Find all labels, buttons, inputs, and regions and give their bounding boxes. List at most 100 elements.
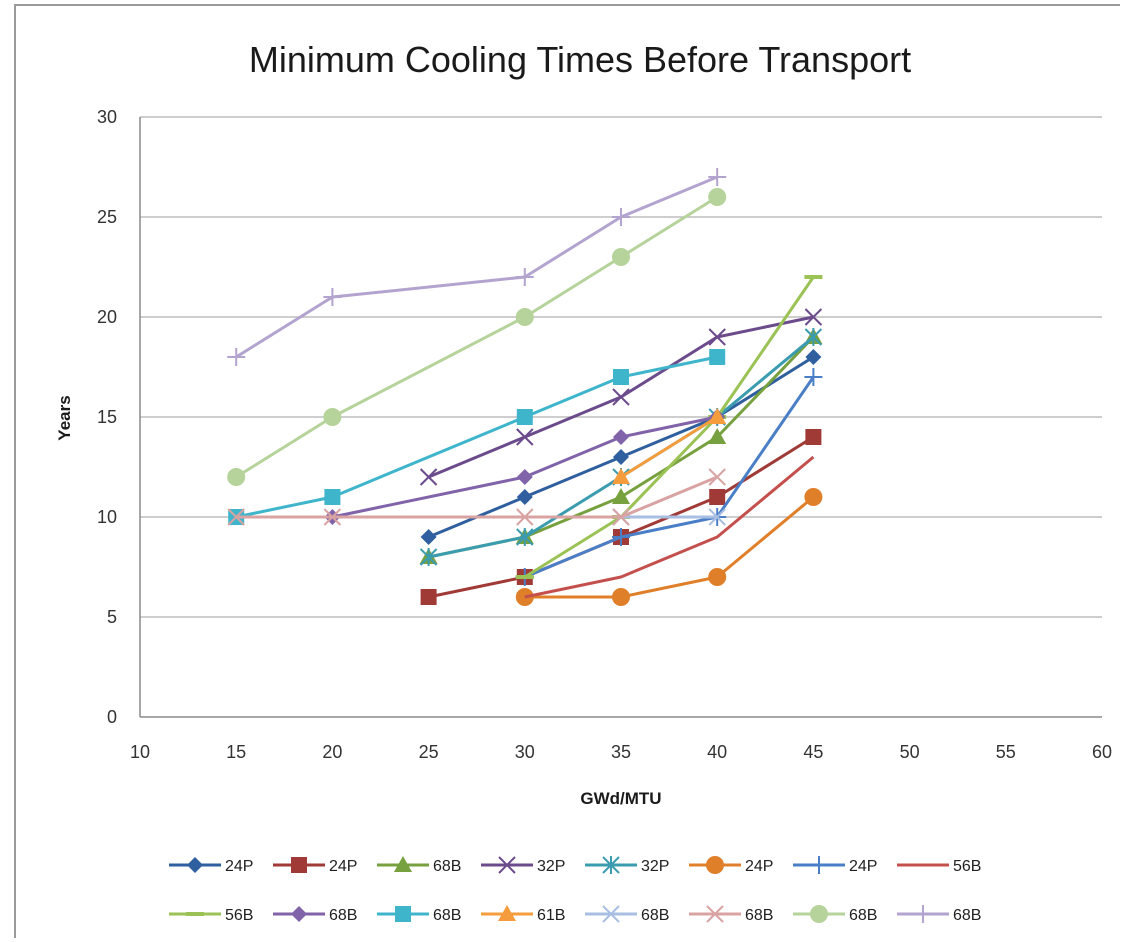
- data-point: [804, 368, 823, 386]
- data-point: [291, 906, 307, 922]
- data-point: [612, 208, 630, 226]
- x-tick-label: 20: [322, 742, 342, 762]
- legend-label: 68B: [329, 907, 357, 924]
- series-line: [235, 175, 718, 359]
- data-point: [395, 906, 411, 922]
- series-14: [227, 468, 726, 526]
- data-point: [516, 528, 534, 546]
- y-tick-label: 5: [107, 607, 117, 627]
- legend-item: 68B: [793, 905, 877, 924]
- data-point: [709, 489, 726, 505]
- legend-item: 68B: [273, 906, 357, 924]
- legend-item: 24P: [689, 856, 773, 875]
- series-1: [420, 349, 822, 545]
- data-point: [516, 489, 533, 505]
- legend-item: 68B: [377, 906, 461, 924]
- series-line: [524, 455, 815, 599]
- data-point: [515, 575, 534, 579]
- legend-label: 61B: [537, 907, 565, 924]
- legend-label: 24P: [849, 858, 877, 875]
- data-point: [612, 508, 630, 526]
- data-point: [227, 508, 245, 526]
- data-point: [805, 349, 822, 365]
- data-point: [706, 905, 724, 923]
- data-point: [516, 469, 533, 485]
- legend-label: 68B: [849, 907, 877, 924]
- axes: [139, 117, 1102, 718]
- data-point: [708, 508, 726, 526]
- data-point: [708, 408, 727, 424]
- legend-label: 68B: [953, 907, 981, 924]
- y-tick-label: 0: [107, 707, 117, 727]
- chart-frame: [14, 4, 1120, 938]
- legend-item: 68B: [585, 905, 669, 924]
- data-point: [612, 528, 630, 546]
- legend-item: 68B: [897, 905, 981, 924]
- legend: 24P 24P 68B 32P 32P 24P 24P 56B 56B 68B 68B 61B 68B 6…: [169, 856, 981, 924]
- series-11: [228, 349, 726, 525]
- data-point: [612, 248, 630, 266]
- x-tick-label: 50: [900, 742, 920, 762]
- data-point: [419, 468, 438, 486]
- legend-item: 24P: [793, 856, 877, 875]
- data-point: [516, 409, 533, 425]
- data-point: [498, 856, 516, 874]
- data-point: [516, 428, 534, 446]
- data-point: [708, 568, 727, 586]
- data-point: [498, 905, 516, 921]
- data-point: [708, 188, 727, 206]
- legend-item: 68B: [377, 856, 461, 875]
- legend-item: 61B: [481, 905, 565, 924]
- series-16: [227, 168, 727, 366]
- series-line: [524, 276, 815, 579]
- series-15: [227, 188, 727, 486]
- data-point: [914, 905, 932, 923]
- series-8: [524, 455, 815, 599]
- data-point: [323, 508, 342, 526]
- x-tick-label: 35: [611, 742, 631, 762]
- data-point: [612, 588, 630, 606]
- y-axis-label: Years: [55, 395, 74, 440]
- data-point: [324, 489, 341, 505]
- data-point: [810, 905, 828, 923]
- data-point: [804, 488, 823, 506]
- data-point: [612, 388, 630, 406]
- x-tick-label: 55: [996, 742, 1016, 762]
- series-13: [612, 508, 726, 526]
- x-tick-label: 10: [130, 742, 150, 762]
- legend-label: 68B: [641, 907, 669, 924]
- data-point: [613, 449, 629, 465]
- y-tick-label: 15: [97, 407, 117, 427]
- data-point: [613, 429, 629, 445]
- x-tick-label: 45: [803, 742, 823, 762]
- data-point: [804, 308, 823, 326]
- legend-label: 56B: [953, 858, 981, 875]
- legend-item: 56B: [169, 907, 253, 924]
- legend-item: 56B: [897, 858, 981, 875]
- legend-label: 32P: [537, 858, 565, 875]
- legend-item: 32P: [481, 856, 565, 875]
- chart-title: Minimum Cooling Times Before Transport: [249, 39, 911, 80]
- data-point: [420, 529, 437, 545]
- data-point: [227, 468, 246, 486]
- legend-label: 24P: [225, 858, 253, 875]
- data-point: [805, 429, 822, 445]
- data-point: [708, 328, 726, 346]
- x-tick-label: 15: [226, 742, 246, 762]
- data-point: [419, 548, 438, 566]
- data-point: [708, 428, 727, 444]
- x-tick-label: 40: [707, 742, 727, 762]
- legend-label: 68B: [433, 858, 461, 875]
- series-line: [524, 495, 815, 599]
- data-point: [515, 308, 534, 326]
- legend-item: 24P: [273, 857, 357, 875]
- legend-label: 56B: [225, 907, 253, 924]
- data-point: [516, 508, 534, 526]
- data-point: [227, 348, 246, 366]
- data-point: [186, 912, 204, 916]
- data-point: [291, 857, 307, 873]
- x-tick-label: 30: [515, 742, 535, 762]
- legend-label: 32P: [641, 858, 669, 875]
- legend-item: 68B: [689, 905, 773, 924]
